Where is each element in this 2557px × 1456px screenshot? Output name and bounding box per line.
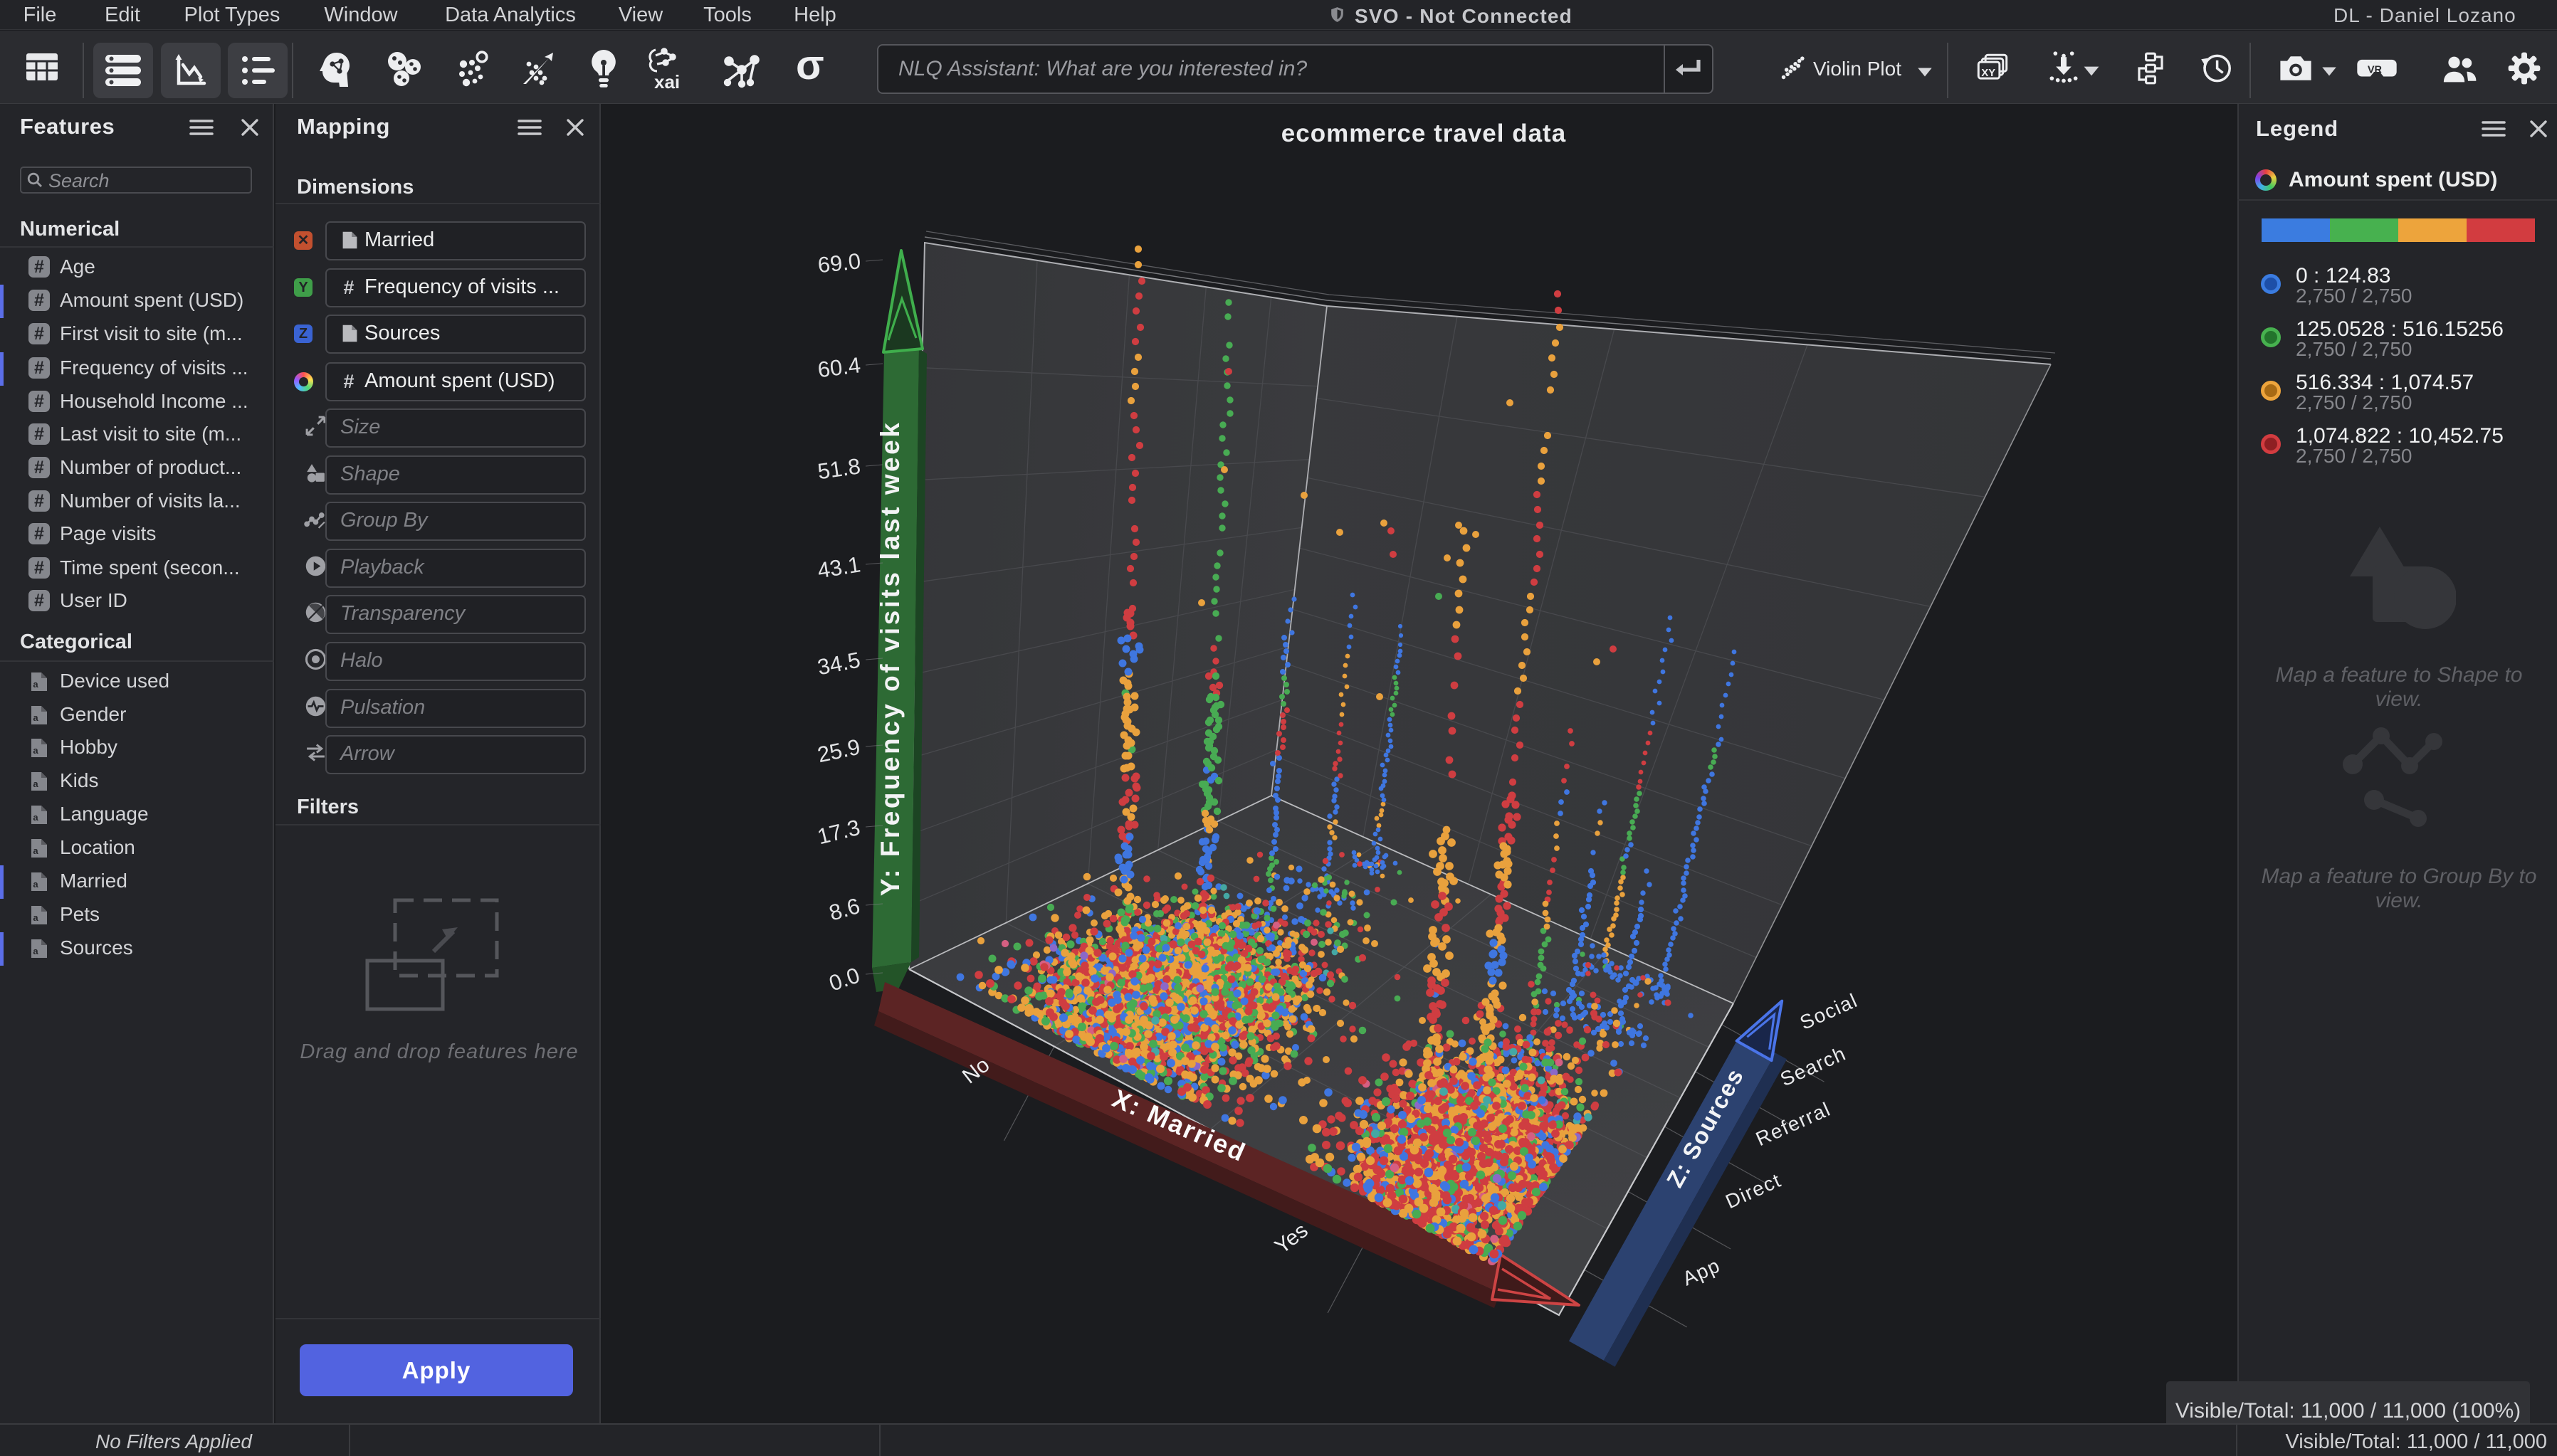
svg-text:a: a: [33, 712, 38, 723]
svg-text:0.0: 0.0: [826, 963, 863, 996]
svg-text:a: a: [33, 679, 38, 690]
svg-text:Referral: Referral: [1753, 1097, 1834, 1150]
svg-text:XY: XY: [1981, 68, 1995, 79]
svg-text:25.9: 25.9: [815, 734, 862, 768]
svg-text:69.0: 69.0: [817, 248, 862, 278]
svg-text:a: a: [33, 912, 38, 923]
svg-text:60.4: 60.4: [817, 352, 862, 382]
svg-text:8.6: 8.6: [826, 893, 863, 926]
svg-text:17.3: 17.3: [815, 815, 863, 850]
svg-text:a: a: [33, 845, 38, 856]
svg-text:a: a: [33, 946, 38, 956]
svg-text:Social: Social: [1797, 989, 1862, 1034]
svg-text:Direct: Direct: [1722, 1169, 1785, 1213]
svg-text:Search: Search: [1777, 1042, 1849, 1090]
svg-text:VR: VR: [2368, 64, 2383, 75]
svg-text:a: a: [33, 879, 38, 890]
svg-text:a: a: [33, 812, 38, 823]
svg-text:xai: xai: [654, 71, 680, 91]
svg-text:34.5: 34.5: [815, 648, 862, 680]
svg-text:Yes: Yes: [1271, 1218, 1313, 1258]
svg-text:43.1: 43.1: [816, 552, 862, 583]
svg-text:51.8: 51.8: [816, 453, 862, 484]
svg-text:a: a: [33, 745, 38, 756]
svg-text:a: a: [33, 779, 38, 789]
svg-text:App: App: [1679, 1254, 1723, 1289]
